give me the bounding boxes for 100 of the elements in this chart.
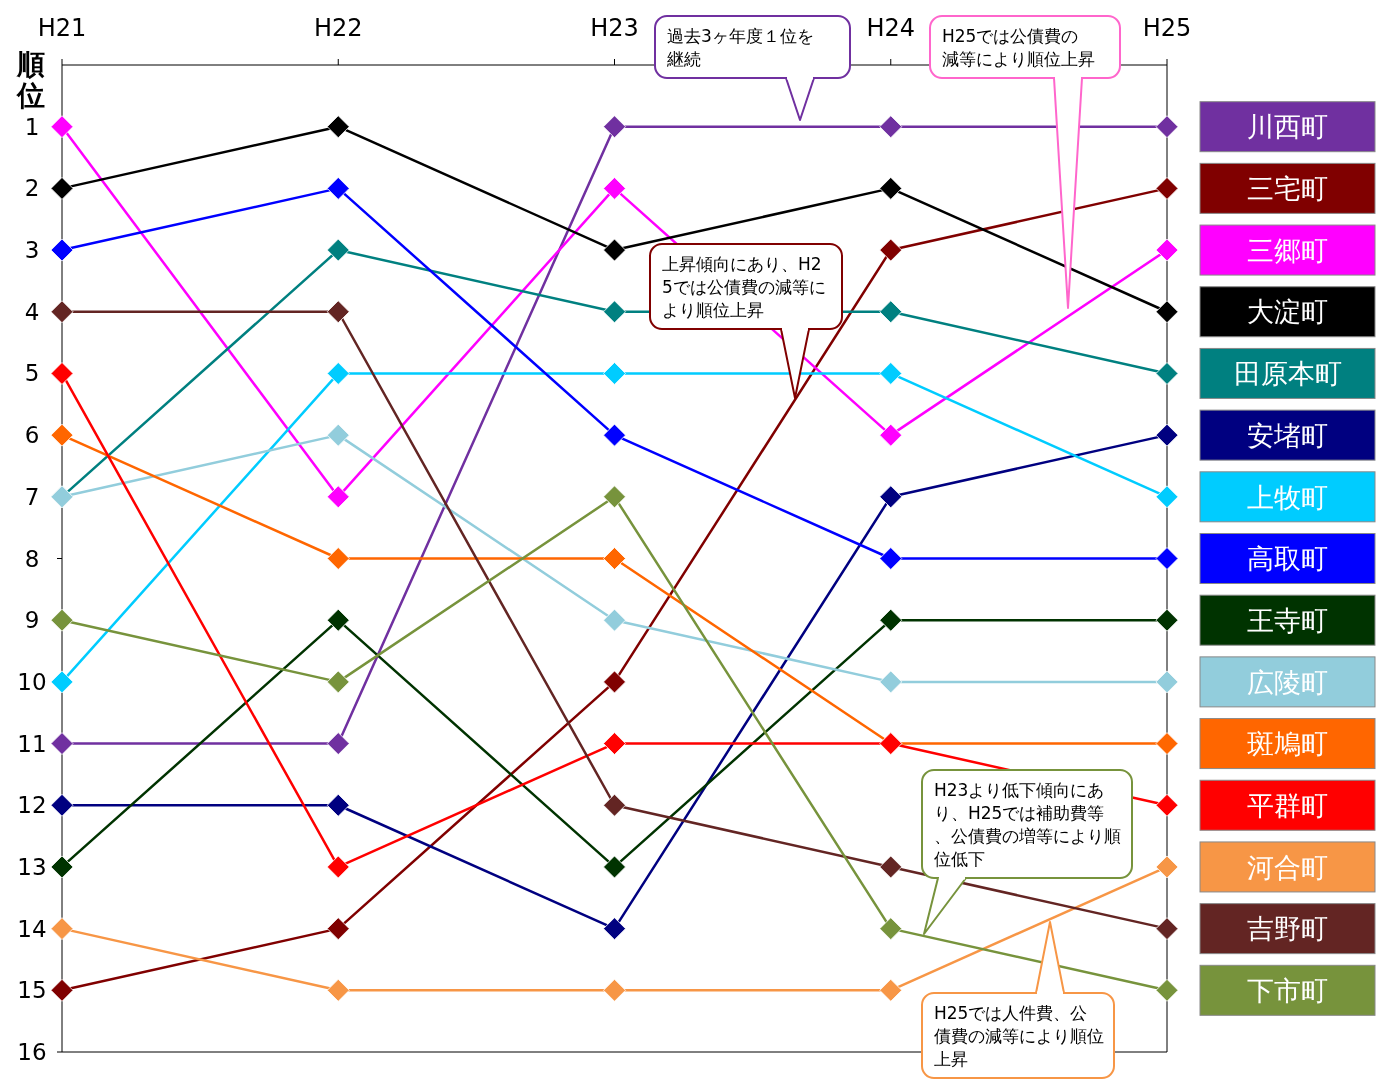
point <box>879 362 903 385</box>
text: 川西町 <box>1247 111 1328 143</box>
point <box>326 978 350 1002</box>
y-tick-label: 11 <box>17 730 47 757</box>
point <box>326 547 350 570</box>
y-tick-label: 2 <box>24 175 40 202</box>
text: 上牧町 <box>1247 481 1328 513</box>
y-tick-label: 9 <box>24 607 40 634</box>
point <box>603 300 626 324</box>
point <box>603 115 626 139</box>
point <box>50 608 74 632</box>
point <box>1155 176 1179 200</box>
point <box>1155 608 1179 632</box>
point <box>1155 423 1179 447</box>
point <box>1155 115 1179 139</box>
point <box>326 115 350 139</box>
point <box>50 300 74 324</box>
point <box>1155 855 1179 879</box>
point <box>603 917 626 941</box>
point <box>603 793 626 817</box>
point <box>879 176 903 200</box>
point <box>50 238 74 262</box>
x-tick-label: H21 <box>37 14 87 42</box>
text: 広陵町 <box>1247 666 1328 698</box>
point <box>326 362 350 385</box>
point <box>603 608 626 632</box>
text: 高取町 <box>1247 543 1328 575</box>
point <box>603 485 626 509</box>
text: 吉野町 <box>1247 913 1328 945</box>
point <box>879 238 903 262</box>
point <box>1155 362 1179 385</box>
point <box>326 485 350 509</box>
point <box>1155 485 1179 509</box>
y-tick-label: 1 <box>24 113 40 140</box>
point <box>326 793 350 817</box>
point <box>879 608 903 632</box>
y-tick-label: 12 <box>17 792 47 819</box>
point <box>326 608 350 632</box>
y-tick-label: 10 <box>17 668 47 695</box>
annotation: H23より低下傾向にあり、H25では補助費等、公債費の増等により順位低下 <box>934 780 1121 869</box>
point <box>603 732 626 755</box>
text: 田原本町 <box>1233 358 1342 390</box>
y-tick-label: 14 <box>17 915 47 942</box>
point <box>603 670 626 694</box>
point <box>50 978 74 1002</box>
point <box>50 115 74 139</box>
point <box>603 547 626 570</box>
text: 河合町 <box>1247 851 1328 883</box>
point <box>326 300 350 324</box>
point <box>50 362 74 385</box>
point <box>879 485 903 509</box>
point <box>326 670 350 694</box>
point <box>879 670 903 694</box>
point <box>879 917 903 941</box>
point <box>879 423 903 447</box>
point <box>1155 547 1179 570</box>
x-tick-label: H22 <box>313 14 363 42</box>
y-tick-label: 7 <box>24 483 40 510</box>
point <box>1155 732 1179 755</box>
speech-bubble: H25では公債費の減等により順位上昇 <box>929 15 1121 309</box>
y-tick-label: 13 <box>17 853 47 880</box>
point <box>1155 793 1179 817</box>
point <box>326 732 350 755</box>
point <box>326 176 350 200</box>
point <box>326 423 350 447</box>
point <box>50 793 74 817</box>
point <box>603 362 626 385</box>
text: 下市町 <box>1247 975 1328 1007</box>
annotation: H25では人件費、公債費の減等により順位上昇 <box>934 1003 1104 1069</box>
point <box>1155 238 1179 262</box>
point <box>603 978 626 1002</box>
annotation: 過去3ヶ年度１位を継続 <box>666 26 814 69</box>
y-tick-label: 16 <box>17 1039 47 1066</box>
y-tick-label: 6 <box>24 422 40 449</box>
point <box>1155 670 1179 694</box>
y-tick-label: 3 <box>24 237 40 264</box>
point <box>879 978 903 1002</box>
text: 王寺町 <box>1247 604 1328 636</box>
annotation: 上昇傾向にあり、H25では公債費の減等により順位上昇 <box>662 254 826 320</box>
y-tick-label: 8 <box>24 545 40 572</box>
point <box>879 547 903 570</box>
point <box>1155 917 1179 941</box>
point <box>50 423 74 447</box>
point <box>1155 978 1179 1002</box>
text: 斑鳩町 <box>1247 728 1328 760</box>
point <box>879 300 903 324</box>
text: 三宅町 <box>1247 173 1328 205</box>
point <box>50 917 74 941</box>
point <box>50 732 74 755</box>
point <box>326 238 350 262</box>
x-tick-label: H23 <box>590 14 639 42</box>
point <box>50 176 74 200</box>
y-axis-title: 順位 <box>16 48 45 112</box>
point <box>326 855 350 879</box>
text: 安堵町 <box>1247 419 1328 451</box>
x-tick-label: H25 <box>1142 14 1192 42</box>
x-tick-label: H24 <box>866 14 916 42</box>
point <box>603 423 626 447</box>
point <box>326 917 350 941</box>
text: 大淀町 <box>1247 296 1328 328</box>
